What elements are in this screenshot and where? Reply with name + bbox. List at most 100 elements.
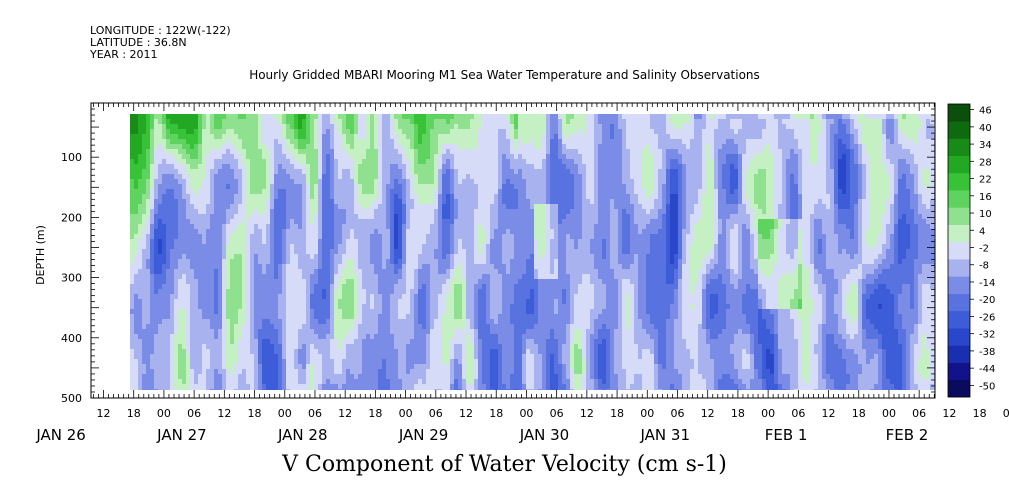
field-cell (490, 129, 495, 135)
field-cell (538, 184, 543, 190)
field-cell (358, 189, 363, 195)
field-cell (714, 219, 719, 225)
field-cell (242, 199, 247, 205)
field-cell (214, 184, 219, 190)
field-cell (210, 184, 215, 190)
field-cell (166, 234, 171, 240)
field-cell (282, 219, 287, 225)
field-cell (234, 174, 239, 180)
field-cell (886, 184, 891, 190)
field-cell (638, 209, 643, 215)
field-cell (762, 174, 767, 180)
field-cell (786, 139, 791, 145)
field-cell (354, 124, 359, 130)
field-cell (918, 209, 923, 215)
field-cell (466, 189, 471, 195)
field-cell (714, 224, 719, 230)
field-cell (246, 224, 251, 230)
field-cell (446, 174, 451, 180)
field-cell (134, 234, 139, 240)
field-cell (614, 214, 619, 220)
field-cell (390, 129, 395, 135)
field-cell (638, 199, 643, 205)
field-cell (638, 159, 643, 165)
field-cell (834, 129, 839, 135)
field-cell (234, 199, 239, 205)
field-cell (546, 139, 551, 145)
field-cell (334, 204, 339, 210)
field-cell (522, 119, 527, 125)
field-cell (718, 184, 723, 190)
field-cell (910, 229, 915, 235)
field-cell (826, 199, 831, 205)
field-cell (242, 204, 247, 210)
field-cell (810, 214, 815, 220)
field-cell (422, 194, 427, 200)
field-cell (646, 114, 651, 120)
field-cell (362, 139, 367, 145)
field-cell (298, 234, 303, 240)
field-cell (522, 199, 527, 205)
field-cell (846, 204, 851, 210)
field-cell (750, 199, 755, 205)
field-cell (722, 159, 727, 165)
field-cell (390, 199, 395, 205)
field-cell (690, 229, 695, 235)
field-cell (774, 159, 779, 165)
field-cell (402, 154, 407, 160)
field-cell (826, 169, 831, 175)
field-cell (550, 219, 555, 225)
field-cell (510, 199, 515, 205)
field-cell (498, 194, 503, 200)
field-cell (382, 164, 387, 170)
field-cell (690, 144, 695, 150)
field-cell (594, 134, 599, 140)
field-cell (558, 114, 563, 120)
field-cell (690, 119, 695, 125)
field-cell (838, 204, 843, 210)
field-cell (826, 129, 831, 135)
field-cell (382, 129, 387, 135)
field-cell (358, 209, 363, 215)
field-cell (330, 224, 335, 230)
field-cell (210, 214, 215, 220)
field-cell (706, 134, 711, 140)
field-cell (882, 144, 887, 150)
field-cell (666, 224, 671, 230)
field-cell (562, 219, 567, 225)
field-cell (454, 189, 459, 195)
field-cell (302, 224, 307, 230)
field-cell (262, 114, 267, 120)
field-cell (338, 144, 343, 150)
field-cell (494, 214, 499, 220)
field-cell (506, 184, 511, 190)
field-cell (742, 229, 747, 235)
field-cell (798, 224, 803, 230)
field-cell (578, 184, 583, 190)
field-cell (230, 204, 235, 210)
field-cell (222, 209, 227, 215)
field-cell (838, 229, 843, 235)
field-cell (166, 204, 171, 210)
field-cell (790, 134, 795, 140)
field-cell (434, 149, 439, 155)
field-cell (670, 164, 675, 170)
field-cell (150, 114, 155, 120)
field-cell (594, 194, 599, 200)
field-cell (474, 154, 479, 160)
field-cell (722, 229, 727, 235)
field-cell (842, 199, 847, 205)
field-cell (290, 204, 295, 210)
field-cell (498, 179, 503, 185)
field-cell (334, 134, 339, 140)
field-cell (390, 124, 395, 130)
field-cell (722, 129, 727, 135)
field-cell (550, 234, 555, 240)
field-cell (578, 214, 583, 220)
field-cell (814, 179, 819, 185)
field-cell (342, 204, 347, 210)
field-cell (322, 124, 327, 130)
field-cell (450, 134, 455, 140)
field-cell (362, 119, 367, 125)
